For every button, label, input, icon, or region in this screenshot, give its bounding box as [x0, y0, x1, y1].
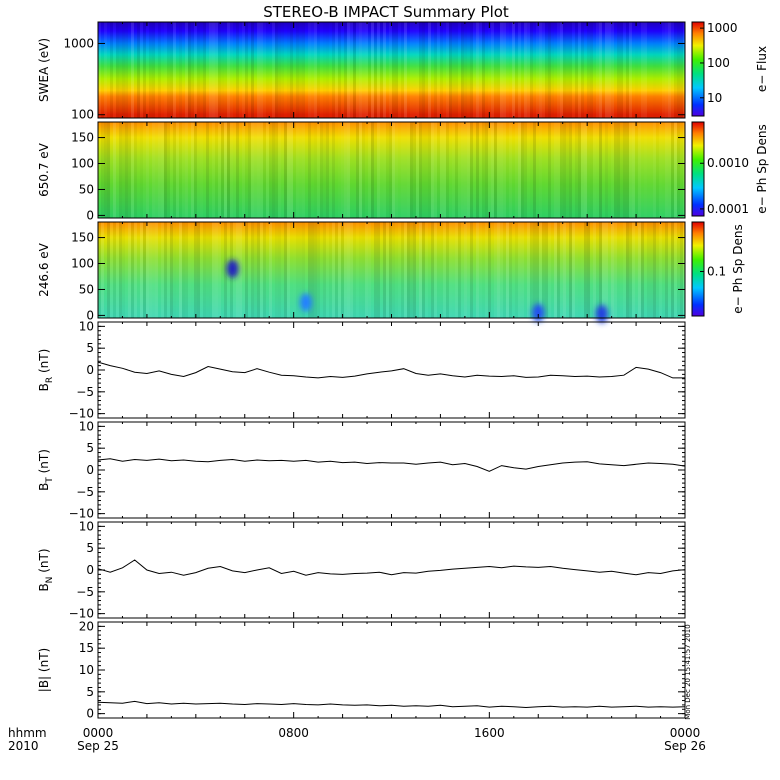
- pad650-ytick-label: 150: [71, 131, 94, 145]
- br-ylabel-sub: R: [45, 377, 55, 383]
- pad246-ytick-label: 50: [79, 282, 94, 296]
- bn-ytick-label: 5: [86, 541, 94, 555]
- swea-ytick-label: 1000: [63, 36, 94, 50]
- x-tick-time-label: 0000: [83, 726, 114, 740]
- swea-colorbar-tick-label: 100: [707, 56, 730, 70]
- x-tick-date-label: Sep 25: [77, 739, 119, 753]
- pad650-ylabel: 650.7 eV: [37, 142, 51, 197]
- panel-bn: −10 −5 0 5 10 BN (nT): [37, 519, 686, 621]
- swea-texture: [98, 22, 686, 118]
- panel-babs: 0 5 10 15 20 |B| (nT): [37, 619, 686, 721]
- pad246-colorbar: 0.1 e− Ph Sp Dens: [691, 221, 745, 317]
- bt-ylabel: BT (nT): [37, 449, 55, 491]
- br-ytick-label: 10: [79, 319, 94, 333]
- panel-pad246: 0 50 100 150 246.6 eV 0.1 e− Ph Sp Dens: [37, 221, 745, 323]
- swea-ytick-label: 100: [71, 108, 94, 122]
- pad650-ytick-label: 50: [79, 182, 94, 196]
- pad650-colorbar-tick-label: 0.0001: [707, 202, 749, 216]
- br-ylabel-main: B: [37, 383, 51, 391]
- pad246-feature: [299, 293, 312, 312]
- pad650-heatmap: [98, 122, 685, 218]
- babs-ytick-label: 0: [86, 707, 94, 721]
- panel-br: −10 −5 0 5 10 BR (nT): [37, 319, 686, 421]
- br-ylabel: BR (nT): [37, 349, 55, 392]
- br-ytick-label: −10: [69, 407, 94, 421]
- bn-ylabel: BN (nT): [37, 548, 55, 591]
- swea-colorbar-tick-label: 1000: [707, 21, 738, 35]
- swea-colorbar-tick-label: 10: [707, 91, 722, 105]
- pad650-ytick-label: 100: [71, 157, 94, 171]
- bt-series-line: [97, 458, 686, 472]
- br-frame: [97, 321, 686, 419]
- bt-frame: [97, 421, 686, 519]
- x-tick-time-label: 1600: [474, 726, 505, 740]
- bn-frame: [97, 521, 686, 619]
- bn-ylabel-sub: N: [45, 577, 55, 584]
- br-ylabel-unit: (nT): [37, 349, 51, 377]
- pad650-colorbar: 0.0010 0.0001 e− Ph Sp Dens: [691, 121, 769, 217]
- pad650-texture: [101, 122, 686, 218]
- pad246-ytick-label: 150: [71, 231, 94, 245]
- bn-ytick-label: −5: [76, 585, 94, 599]
- pad246-colorbar-gradient: [691, 221, 705, 317]
- pad650-colorbar-label: e− Ph Sp Dens: [755, 124, 769, 213]
- swea-colorbar-label: e− Flux: [755, 46, 769, 92]
- bt-ytick-label: −10: [69, 507, 94, 521]
- pad650-ytick-label: 0: [86, 208, 94, 222]
- pad246-feature: [226, 259, 239, 278]
- pad246-colorbar-label: e− Ph Sp Dens: [731, 224, 745, 313]
- panel-swea: 1000 100 SWEA (eV) 1000 100 10 e− Flux: [37, 21, 769, 122]
- bt-ytick-label: 0: [86, 463, 94, 477]
- swea-colorbar-gradient: [691, 21, 705, 117]
- bn-ylabel-unit: (nT): [37, 548, 51, 576]
- bn-ytick-label: 0: [86, 563, 94, 577]
- pad246-colorbar-tick-label: 0.1: [707, 265, 726, 279]
- panel-pad650: 0 50 100 150 650.7 eV 0.0010 0.0001 e− Ph Sp De…: [37, 121, 769, 222]
- babs-ylabel: |B| (nT): [37, 648, 51, 692]
- bn-ylabel-main: B: [37, 583, 51, 591]
- pad246-ytick-label: 100: [71, 257, 94, 271]
- figure-title: STEREO-B IMPACT Summary Plot: [263, 3, 509, 21]
- br-ytick-label: 0: [86, 363, 94, 377]
- generated-timestamp: Mon Dec 20 15:41:57 2010: [684, 624, 692, 719]
- br-series-line: [97, 361, 685, 379]
- swea-ylabel: SWEA (eV): [37, 38, 51, 102]
- bt-ytick-label: 5: [86, 441, 94, 455]
- bn-series-line: [97, 559, 686, 576]
- babs-ytick-label: 5: [86, 685, 94, 699]
- x-axis-row2-label: 2010: [8, 739, 39, 753]
- pad650-colorbar-gradient: [691, 121, 705, 217]
- babs-ytick-label: 20: [79, 619, 94, 633]
- bt-ytick-label: 10: [79, 419, 94, 433]
- br-ytick-label: 5: [86, 341, 94, 355]
- x-tick-date-label: Sep 26: [664, 739, 706, 753]
- pad246-heatmap: [98, 222, 685, 318]
- bt-ylabel-unit: (nT): [37, 449, 51, 477]
- x-tick-time-label: 0000: [670, 726, 701, 740]
- pad246-feature: [595, 304, 608, 323]
- bt-ylabel-main: B: [37, 483, 51, 491]
- swea-colorbar: 1000 100 10 e− Flux: [691, 21, 769, 117]
- swea-heatmap: [98, 22, 685, 118]
- x-axis-row1-label: hhmm: [8, 726, 47, 740]
- x-tick-time-label: 0800: [278, 726, 309, 740]
- bt-ytick-label: −5: [76, 485, 94, 499]
- pad246-ylabel: 246.6 eV: [37, 242, 51, 297]
- bn-ytick-label: 10: [79, 519, 94, 533]
- babs-ytick-label: 10: [79, 663, 94, 677]
- panel-bt: −10 −5 0 5 10 BT (nT): [37, 419, 686, 521]
- pad246-feature: [532, 303, 545, 322]
- bn-ytick-label: −10: [69, 607, 94, 621]
- pad246-ytick-label: 0: [86, 308, 94, 322]
- br-ytick-label: −5: [76, 385, 94, 399]
- pad650-colorbar-tick-label: 0.0010: [707, 156, 749, 170]
- babs-ytick-label: 15: [79, 641, 94, 655]
- bt-ylabel-sub: T: [45, 477, 55, 484]
- pad246-texture: [98, 222, 686, 318]
- babs-series-line: [97, 700, 686, 709]
